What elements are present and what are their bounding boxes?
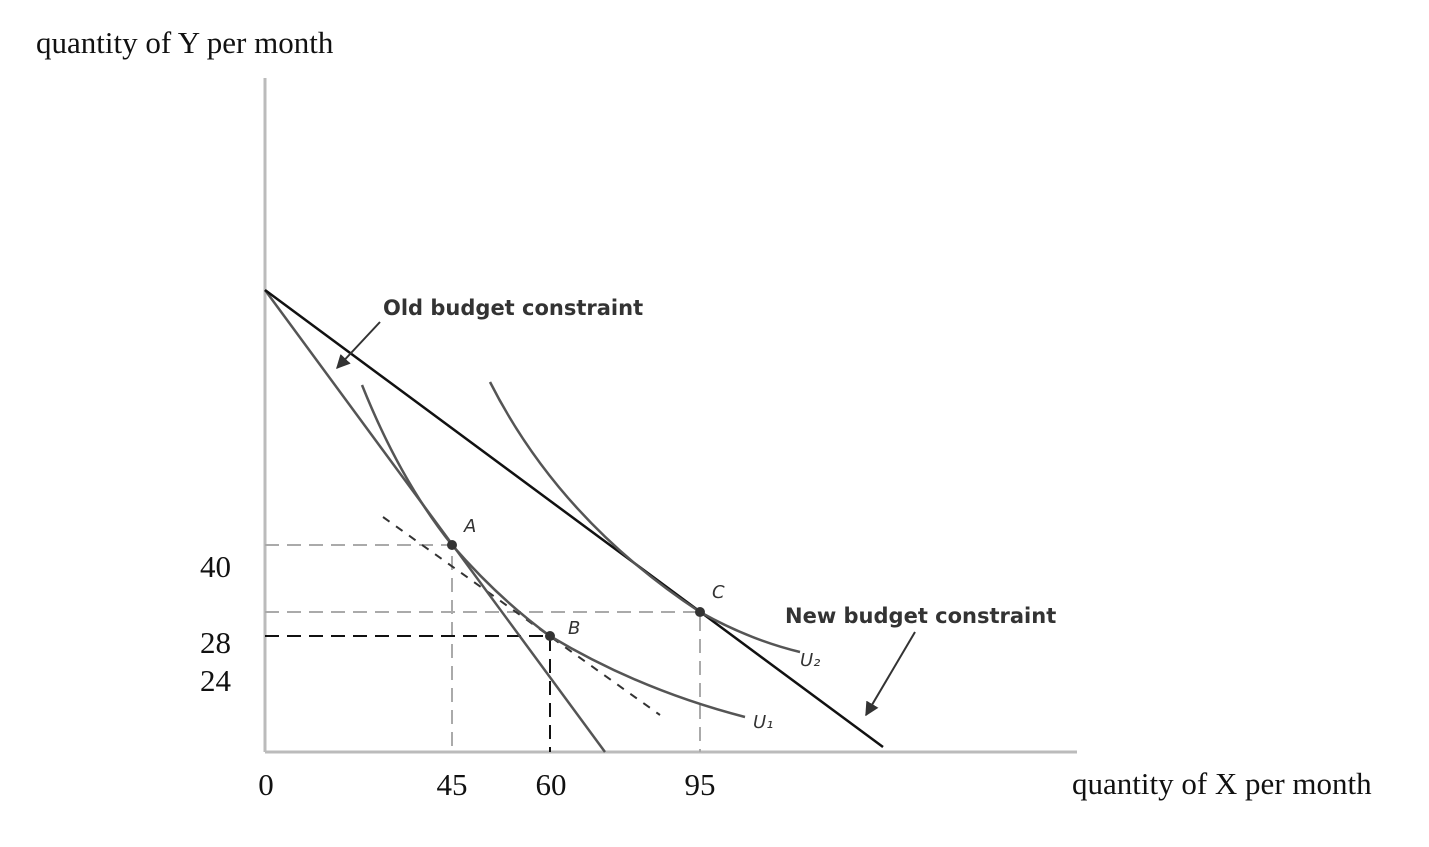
guides: [265, 516, 701, 752]
curve-u2: [488, 381, 801, 654]
x-tick-label: 95: [685, 767, 716, 802]
x-tick-label: 0: [258, 767, 274, 802]
guide-a: [265, 544, 453, 752]
x-tick-label: 45: [437, 767, 468, 802]
new-budget-label: New budget constraint: [785, 604, 1056, 628]
point-label: B: [568, 618, 580, 639]
y-axis-label: quantity of Y per month: [36, 25, 334, 60]
curve-u1: [360, 384, 746, 719]
y-tick-label: 24: [200, 663, 232, 698]
y-tick-label: 40: [200, 549, 231, 584]
new-budget-line: [264, 288, 884, 749]
arrow-new: [865, 631, 916, 717]
guide-c: [265, 611, 701, 752]
arrow-old: [336, 321, 381, 370]
point-label: C: [712, 582, 725, 603]
point-label: A: [463, 516, 476, 537]
curve-label: U₂: [800, 650, 820, 671]
y-tick-label: 28: [200, 625, 231, 660]
curve-label: U₁: [753, 712, 773, 733]
x-tick-label: 60: [536, 767, 567, 802]
x-axis-label: quantity of X per month: [1072, 766, 1372, 801]
point-b: [545, 631, 555, 641]
point-a: [447, 540, 457, 550]
old-budget-label: Old budget constraint: [383, 296, 643, 320]
guide-b: [265, 635, 551, 752]
point-c: [695, 607, 705, 617]
tangent-b: [382, 516, 661, 716]
